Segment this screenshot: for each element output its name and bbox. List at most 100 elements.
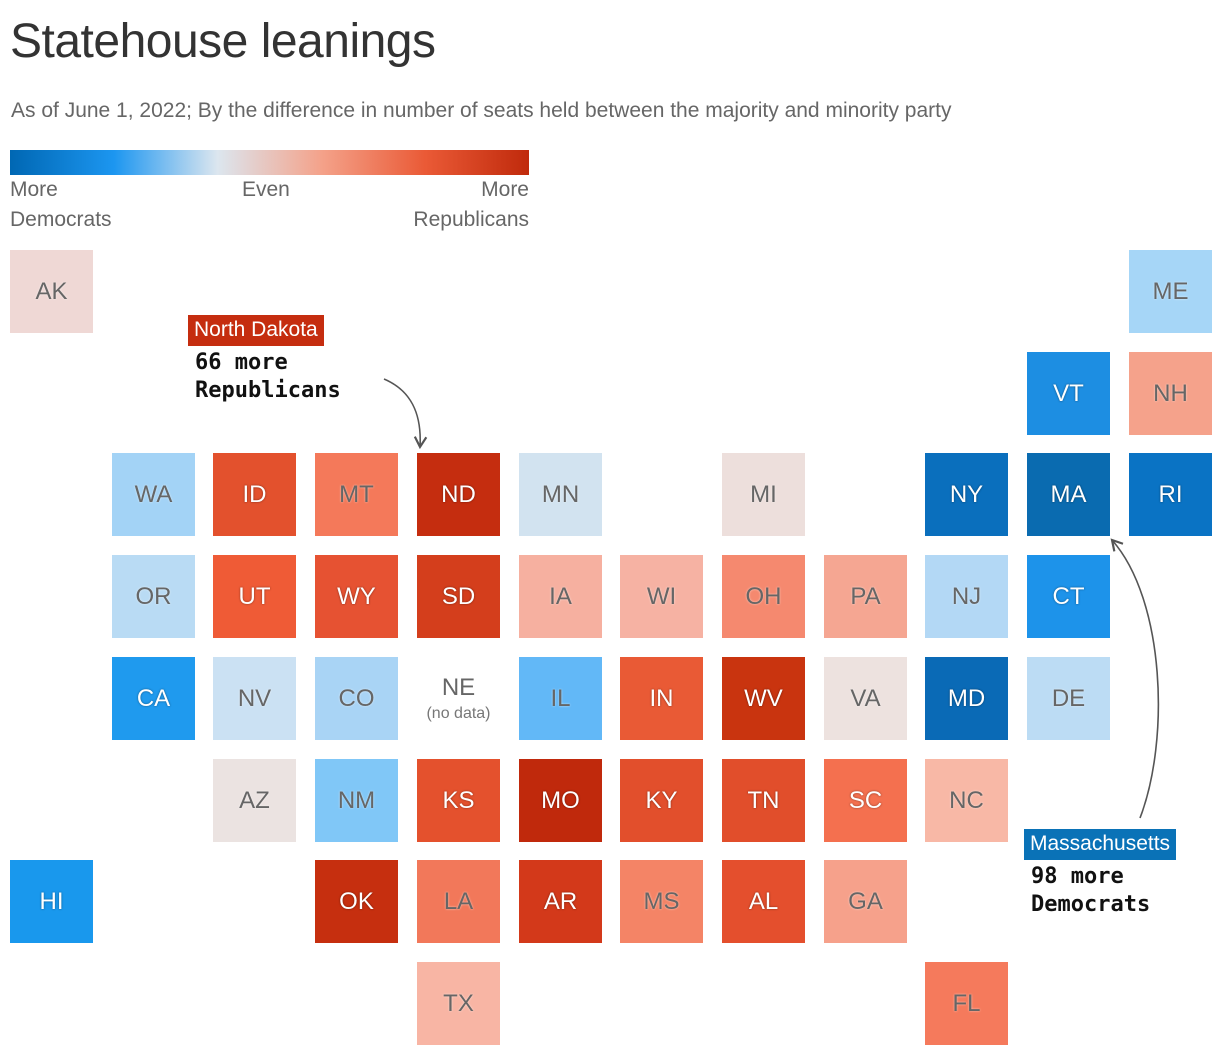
state-tile-ga[interactable]: GA [824, 860, 907, 943]
north-dakota-callout-label: North Dakota [188, 315, 324, 346]
state-tile-mi[interactable]: MI [722, 453, 805, 536]
state-tile-nh[interactable]: NH [1129, 352, 1212, 435]
state-tile-nj[interactable]: NJ [925, 555, 1008, 638]
chart-subtitle: As of June 1, 2022; By the difference in… [11, 99, 952, 122]
massachusetts-callout-label: Massachusetts [1024, 829, 1177, 860]
legend-color-scale [10, 150, 529, 175]
state-abbreviation: CA [136, 684, 171, 712]
state-abbreviation: KS [442, 786, 475, 814]
state-abbreviation: IA [549, 582, 572, 610]
state-tile-ca[interactable]: CA [112, 657, 195, 740]
state-tile-ut[interactable]: UT [213, 555, 296, 638]
state-tile-fl[interactable]: FL [925, 962, 1008, 1045]
state-tile-nv[interactable]: NV [213, 657, 296, 740]
state-tile-de[interactable]: DE [1027, 657, 1110, 740]
state-tile-sc[interactable]: SC [824, 759, 907, 842]
state-abbreviation: WI [646, 582, 677, 610]
state-tile-ri[interactable]: RI [1129, 453, 1212, 536]
state-abbreviation: NY [949, 480, 984, 508]
state-tile-tx[interactable]: TX [417, 962, 500, 1045]
state-abbreviation: VT [1053, 379, 1084, 407]
state-abbreviation: IL [550, 684, 571, 712]
state-tile-vt[interactable]: VT [1027, 352, 1110, 435]
state-tile-wy[interactable]: WY [315, 555, 398, 638]
state-tile-wa[interactable]: WA [112, 453, 195, 536]
state-tile-hi[interactable]: HI [10, 860, 93, 943]
state-tile-nd[interactable]: ND [417, 453, 500, 536]
state-abbreviation: UT [238, 582, 271, 610]
state-tile-ok[interactable]: OK [315, 860, 398, 943]
state-abbreviation: MS [643, 887, 680, 915]
state-tile-ks[interactable]: KS [417, 759, 500, 842]
state-tile-co[interactable]: CO [315, 657, 398, 740]
state-tile-mn[interactable]: MN [519, 453, 602, 536]
state-abbreviation: CO [338, 684, 375, 712]
state-tile-pa[interactable]: PA [824, 555, 907, 638]
state-tile-id[interactable]: ID [213, 453, 296, 536]
state-tile-ny[interactable]: NY [925, 453, 1008, 536]
state-tile-wi[interactable]: WI [620, 555, 703, 638]
state-abbreviation: CT [1052, 582, 1085, 610]
state-abbreviation: AZ [239, 786, 270, 814]
state-tile-or[interactable]: OR [112, 555, 195, 638]
state-abbreviation: MD [947, 684, 986, 712]
state-tile-nm[interactable]: NM [315, 759, 398, 842]
state-tile-al[interactable]: AL [722, 860, 805, 943]
state-tile-va[interactable]: VA [824, 657, 907, 740]
state-abbreviation: FL [952, 989, 981, 1017]
state-abbreviation: LA [443, 887, 474, 915]
state-tile-ma[interactable]: MA [1027, 453, 1110, 536]
state-abbreviation: NV [237, 684, 272, 712]
state-abbreviation: WY [337, 582, 376, 610]
state-abbreviation: HI [39, 887, 64, 915]
no-data-note: (no data) [426, 704, 491, 722]
massachusetts-callout-arrow [1110, 538, 1160, 819]
state-tile-nc[interactable]: NC [925, 759, 1008, 842]
state-tile-wv[interactable]: WV [722, 657, 805, 740]
state-abbreviation: WV [744, 684, 783, 712]
state-abbreviation: OH [745, 582, 782, 610]
state-tile-il[interactable]: IL [519, 657, 602, 740]
state-abbreviation: ME [1152, 277, 1189, 305]
state-tile-ar[interactable]: AR [519, 860, 602, 943]
state-abbreviation: TX [443, 989, 474, 1017]
state-tile-la[interactable]: LA [417, 860, 500, 943]
state-tile-tn[interactable]: TN [722, 759, 805, 842]
state-abbreviation: PA [850, 582, 881, 610]
state-abbreviation: MN [541, 480, 580, 508]
state-abbreviation: SD [441, 582, 476, 610]
state-abbreviation: MT [339, 480, 374, 508]
state-abbreviation: RI [1158, 480, 1183, 508]
state-tile-ky[interactable]: KY [620, 759, 703, 842]
state-tile-mt[interactable]: MT [315, 453, 398, 536]
state-tile-md[interactable]: MD [925, 657, 1008, 740]
state-abbreviation: NM [337, 786, 376, 814]
state-abbreviation: NJ [951, 582, 982, 610]
state-tile-in[interactable]: IN [620, 657, 703, 740]
state-abbreviation: NC [949, 786, 984, 814]
state-tile-ms[interactable]: MS [620, 860, 703, 943]
state-tile-ct[interactable]: CT [1027, 555, 1110, 638]
massachusetts-callout-text: 98 more Democrats [1031, 864, 1151, 917]
legend-label-democrats: More Democrats [10, 178, 112, 231]
state-tile-ak[interactable]: AK [10, 250, 93, 333]
state-abbreviation: AL [748, 887, 779, 915]
state-abbreviation: IN [649, 684, 674, 712]
north-dakota-callout-arrow [383, 378, 428, 450]
state-tile-mo[interactable]: MO [519, 759, 602, 842]
state-tile-sd[interactable]: SD [417, 555, 500, 638]
state-tile-az[interactable]: AZ [213, 759, 296, 842]
state-abbreviation: WA [134, 480, 173, 508]
state-abbreviation: MI [750, 480, 777, 508]
state-tile-ia[interactable]: IA [519, 555, 602, 638]
state-abbreviation: GA [848, 887, 883, 915]
legend-label-republicans: More Republicans [413, 178, 529, 231]
state-abbreviation: MO [541, 786, 580, 814]
state-tile-ne[interactable]: NE (no data) [417, 657, 500, 740]
state-abbreviation: MA [1050, 480, 1087, 508]
state-tile-me[interactable]: ME [1129, 250, 1212, 333]
state-abbreviation: OR [135, 582, 172, 610]
state-abbreviation: OK [339, 887, 374, 915]
state-abbreviation: AR [543, 887, 578, 915]
state-tile-oh[interactable]: OH [722, 555, 805, 638]
